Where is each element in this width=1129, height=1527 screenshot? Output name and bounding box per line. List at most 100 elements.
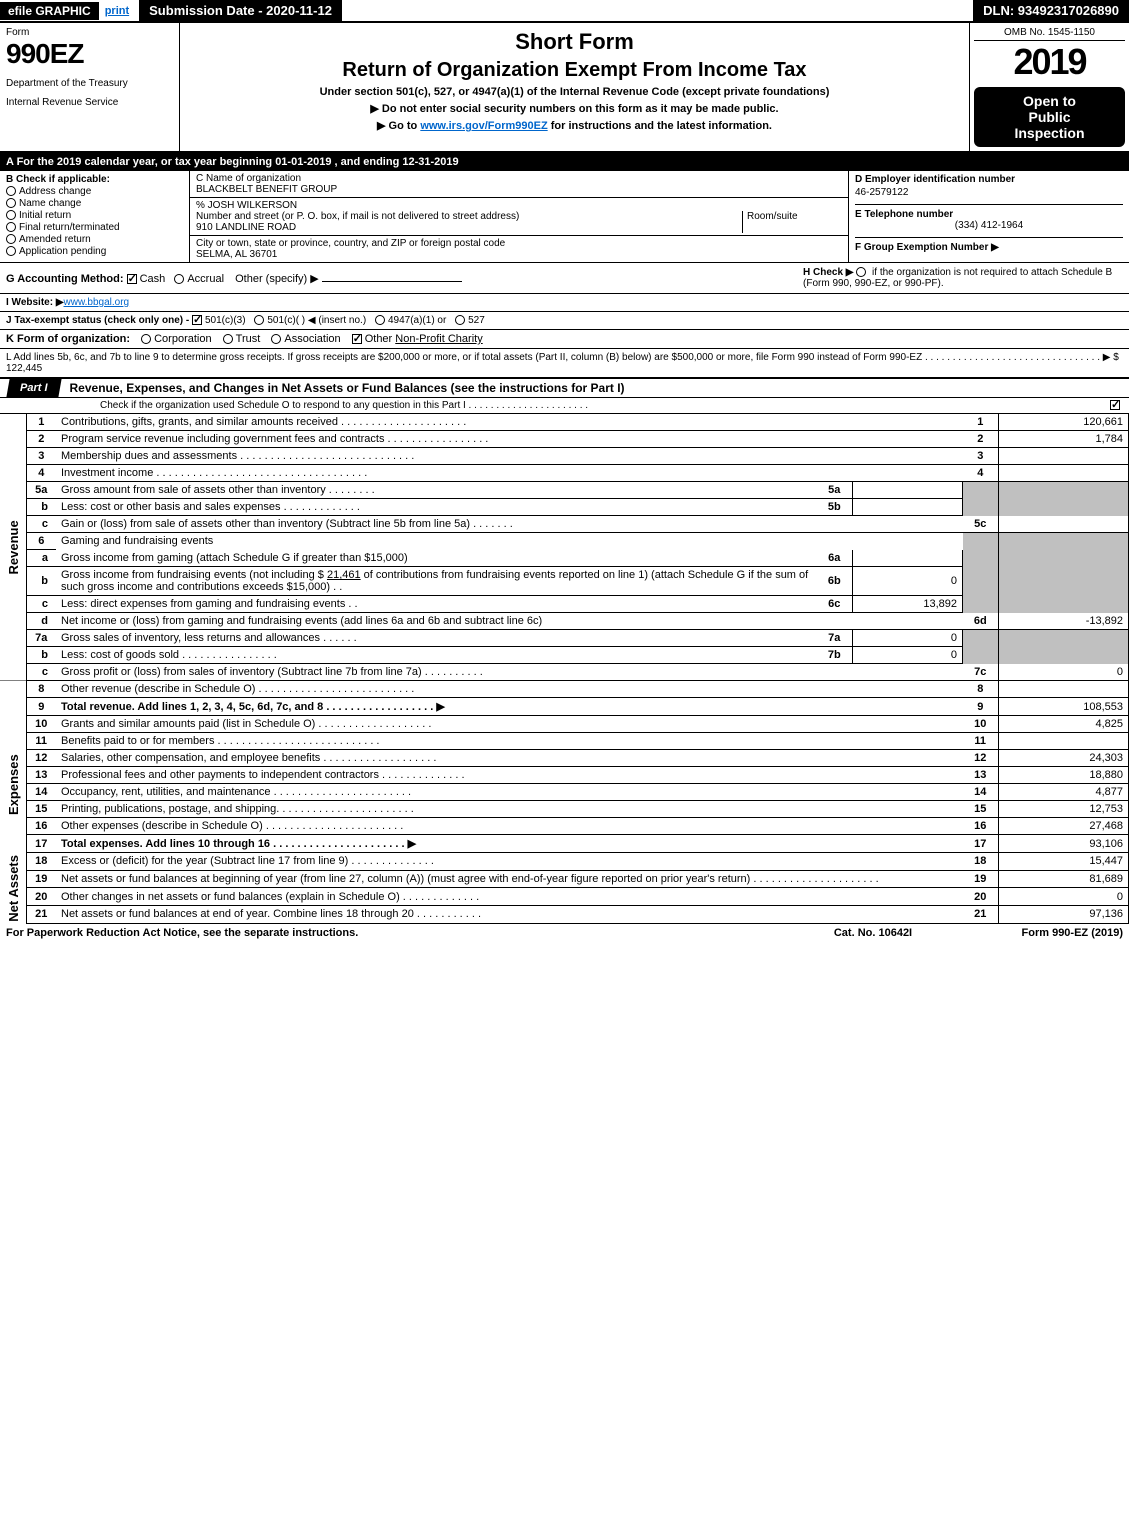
radio-527[interactable] xyxy=(455,315,465,325)
room-suite: Room/suite xyxy=(742,211,842,233)
line-21-col: 21 xyxy=(963,906,999,924)
tax-year: 2019 xyxy=(974,41,1125,83)
line-7a-no: 7a xyxy=(26,630,56,647)
line-11-no: 11 xyxy=(26,733,56,750)
line-5b-sub: 5b xyxy=(817,499,853,516)
line-21-desc: Net assets or fund balances at end of ye… xyxy=(56,906,963,924)
city-box: City or town, state or province, country… xyxy=(190,236,848,262)
radio-icon[interactable] xyxy=(6,222,16,232)
line-5a-subval xyxy=(853,482,963,499)
line-12-col: 12 xyxy=(963,750,999,767)
expenses-side-label: Expenses xyxy=(0,716,26,853)
line-9-no: 9 xyxy=(26,698,56,716)
row-l: L Add lines 5b, 6c, and 7b to line 9 to … xyxy=(0,349,1129,379)
line-6a-desc: Gross income from gaming (attach Schedul… xyxy=(56,550,817,567)
street-label: Number and street (or P. O. box, if mail… xyxy=(196,211,742,222)
note-goto-post: for instructions and the latest informat… xyxy=(548,120,772,132)
line-6b-subval: 0 xyxy=(853,567,963,596)
line-5a-desc: Gross amount from sale of assets other t… xyxy=(56,482,817,499)
line-11-desc: Benefits paid to or for members . . . . … xyxy=(56,733,963,750)
line-5a-sub: 5a xyxy=(817,482,853,499)
line-13-no: 13 xyxy=(26,767,56,784)
col-c: C Name of organization BLACKBELT BENEFIT… xyxy=(190,171,849,262)
part1-header: Part I Revenue, Expenses, and Changes in… xyxy=(0,379,1129,398)
line-5c-col: 5c xyxy=(963,516,999,533)
line-2-val: 1,784 xyxy=(999,431,1129,448)
line-2-col: 2 xyxy=(963,431,999,448)
checkbox-cash[interactable] xyxy=(127,274,137,284)
chk-501c3[interactable] xyxy=(192,315,202,325)
line-7b-desc: Less: cost of goods sold . . . . . . . .… xyxy=(56,647,817,664)
radio-assoc[interactable] xyxy=(271,334,281,344)
radio-corp[interactable] xyxy=(141,334,151,344)
row-h: H Check ▶ if the organization is not req… xyxy=(803,267,1123,289)
website-link[interactable]: www.bbgal.org xyxy=(64,297,130,308)
submission-date: Submission Date - 2020-11-12 xyxy=(139,0,342,21)
ein-label: D Employer identification number xyxy=(855,174,1123,185)
city: SELMA, AL 36701 xyxy=(196,249,842,260)
short-form-title: Short Form xyxy=(186,29,963,55)
line-16-no: 16 xyxy=(26,818,56,835)
line-15-col: 15 xyxy=(963,801,999,818)
chk-final: Final return/terminated xyxy=(6,222,183,233)
line-19-val: 81,689 xyxy=(999,870,1129,888)
line-9-val: 108,553 xyxy=(999,698,1129,716)
chk-address: Address change xyxy=(6,186,183,197)
line-17-col: 17 xyxy=(963,835,999,853)
line-6c-no: c xyxy=(26,596,56,613)
line-7b-no: b xyxy=(26,647,56,664)
line-8-no: 8 xyxy=(26,681,56,698)
line-16-desc: Other expenses (describe in Schedule O) … xyxy=(56,818,963,835)
row-j: J Tax-exempt status (check only one) - 5… xyxy=(0,312,1129,330)
note-goto-pre: ▶ Go to xyxy=(377,120,420,132)
line-20-no: 20 xyxy=(26,888,56,906)
group-exemption: F Group Exemption Number ▶ xyxy=(855,242,1123,253)
under-section: Under section 501(c), 527, or 4947(a)(1)… xyxy=(186,86,963,98)
city-label: City or town, state or province, country… xyxy=(196,238,842,249)
note-ssn: ▶ Do not enter social security numbers o… xyxy=(186,102,963,115)
line-6a-no: a xyxy=(26,550,56,567)
line-6c-desc: Less: direct expenses from gaming and fu… xyxy=(56,596,817,613)
line-18-no: 18 xyxy=(26,853,56,871)
radio-icon[interactable] xyxy=(6,198,16,208)
line-6b-desc: Gross income from fundraising events (no… xyxy=(56,567,817,596)
radio-h[interactable] xyxy=(856,267,866,277)
line-18-desc: Excess or (deficit) for the year (Subtra… xyxy=(56,853,963,871)
line-5b-subval xyxy=(853,499,963,516)
radio-icon[interactable] xyxy=(6,234,16,244)
netassets-side-label: Net Assets xyxy=(0,853,26,924)
line-3-no: 3 xyxy=(26,448,56,465)
line-14-col: 14 xyxy=(963,784,999,801)
line-6b-sub: 6b xyxy=(817,567,853,596)
line-15-desc: Printing, publications, postage, and shi… xyxy=(56,801,963,818)
chk-schedule-o[interactable] xyxy=(1110,400,1120,410)
radio-trust[interactable] xyxy=(223,334,233,344)
ein-value: 46-2579122 xyxy=(855,187,1123,205)
open-line1: Open to xyxy=(980,93,1119,109)
line-6a-subval xyxy=(853,550,963,567)
open-public-box: Open to Public Inspection xyxy=(974,87,1125,147)
line-20-val: 0 xyxy=(999,888,1129,906)
radio-icon[interactable] xyxy=(6,186,16,196)
radio-4947[interactable] xyxy=(375,315,385,325)
radio-accrual[interactable] xyxy=(174,274,184,284)
line-15-val: 12,753 xyxy=(999,801,1129,818)
line-7c-col: 7c xyxy=(963,664,999,681)
line-3-val xyxy=(999,448,1129,465)
header-left: Form 990EZ Department of the Treasury In… xyxy=(0,23,180,151)
part1-table: Revenue 1 Contributions, gifts, grants, … xyxy=(0,414,1129,924)
chk-other-org[interactable] xyxy=(352,334,362,344)
line-5c-val xyxy=(999,516,1129,533)
col-b-title: B Check if applicable: xyxy=(6,174,183,185)
irs-link[interactable]: www.irs.gov/Form990EZ xyxy=(420,120,547,132)
radio-icon[interactable] xyxy=(6,246,16,256)
line-13-val: 18,880 xyxy=(999,767,1129,784)
line-8-val xyxy=(999,681,1129,698)
row-i: I Website: ▶www.bbgal.org xyxy=(0,294,1129,312)
form-header: Form 990EZ Department of the Treasury In… xyxy=(0,23,1129,153)
radio-icon[interactable] xyxy=(6,210,16,220)
radio-501c[interactable] xyxy=(254,315,264,325)
print-link[interactable]: print xyxy=(99,5,135,17)
return-title: Return of Organization Exempt From Incom… xyxy=(186,59,963,82)
line-6d-desc: Net income or (loss) from gaming and fun… xyxy=(56,613,963,630)
